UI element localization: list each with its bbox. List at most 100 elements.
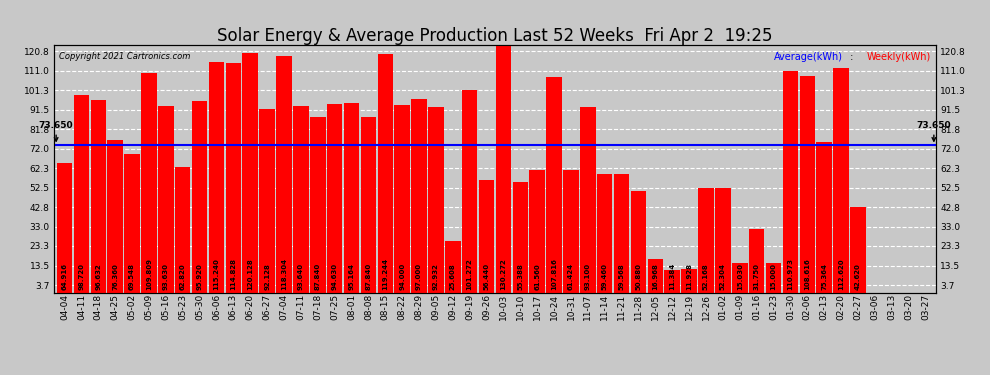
Text: 114.828: 114.828 bbox=[231, 258, 237, 290]
Text: 95.164: 95.164 bbox=[348, 262, 354, 290]
Bar bbox=[800, 76, 815, 292]
Text: 11.928: 11.928 bbox=[686, 262, 692, 290]
Bar bbox=[530, 170, 544, 292]
Text: 94.630: 94.630 bbox=[332, 262, 338, 290]
Bar bbox=[681, 269, 697, 292]
Bar bbox=[209, 63, 225, 292]
Bar bbox=[850, 207, 865, 292]
Text: 92.932: 92.932 bbox=[433, 262, 439, 290]
Text: 118.304: 118.304 bbox=[281, 257, 287, 290]
Text: 76.360: 76.360 bbox=[112, 262, 118, 290]
Text: 62.820: 62.820 bbox=[180, 263, 186, 290]
Text: Copyright 2021 Cartronics.com: Copyright 2021 Cartronics.com bbox=[58, 53, 190, 62]
Text: 94.000: 94.000 bbox=[399, 262, 405, 290]
Text: 11.384: 11.384 bbox=[669, 262, 675, 290]
Text: 93.630: 93.630 bbox=[162, 262, 169, 290]
Text: 75.364: 75.364 bbox=[821, 262, 828, 290]
Text: 42.620: 42.620 bbox=[855, 262, 861, 290]
Bar bbox=[310, 117, 326, 292]
Bar bbox=[243, 53, 258, 292]
Bar bbox=[56, 163, 72, 292]
Text: 15.030: 15.030 bbox=[737, 262, 742, 290]
Bar bbox=[698, 188, 714, 292]
Bar bbox=[496, 33, 511, 292]
Text: 59.568: 59.568 bbox=[619, 263, 625, 290]
Bar bbox=[765, 262, 781, 292]
Bar bbox=[614, 174, 630, 292]
Bar bbox=[327, 104, 343, 292]
Text: 16.968: 16.968 bbox=[652, 262, 658, 290]
Text: 115.240: 115.240 bbox=[214, 258, 220, 290]
Bar bbox=[462, 90, 477, 292]
Bar bbox=[732, 262, 747, 292]
Text: 97.000: 97.000 bbox=[416, 262, 422, 290]
Text: 130.272: 130.272 bbox=[500, 258, 507, 290]
Text: 112.620: 112.620 bbox=[838, 258, 844, 290]
Text: 61.424: 61.424 bbox=[568, 262, 574, 290]
Bar bbox=[192, 101, 207, 292]
Bar bbox=[631, 191, 646, 292]
Text: 64.916: 64.916 bbox=[61, 262, 67, 290]
Text: 98.720: 98.720 bbox=[78, 262, 84, 290]
Text: 50.880: 50.880 bbox=[636, 262, 642, 290]
Bar bbox=[647, 259, 663, 292]
Text: 59.460: 59.460 bbox=[602, 262, 608, 290]
Bar bbox=[715, 188, 731, 292]
Text: 52.168: 52.168 bbox=[703, 263, 709, 290]
Bar bbox=[580, 106, 596, 292]
Text: Weekly(kWh): Weekly(kWh) bbox=[867, 53, 932, 62]
Bar bbox=[344, 102, 359, 292]
Text: Average(kWh): Average(kWh) bbox=[774, 53, 843, 62]
Bar bbox=[428, 107, 444, 292]
Bar bbox=[90, 100, 106, 292]
Bar bbox=[73, 96, 89, 292]
Text: 101.272: 101.272 bbox=[466, 258, 472, 290]
Bar bbox=[158, 106, 173, 292]
Text: 93.640: 93.640 bbox=[298, 262, 304, 290]
Bar bbox=[175, 167, 190, 292]
Text: 61.560: 61.560 bbox=[535, 263, 541, 290]
Text: 56.440: 56.440 bbox=[483, 262, 490, 290]
Bar bbox=[142, 74, 156, 292]
Bar bbox=[597, 174, 613, 292]
Bar bbox=[394, 105, 410, 292]
Bar bbox=[817, 142, 832, 292]
Text: 73.650: 73.650 bbox=[39, 120, 73, 141]
Bar bbox=[276, 56, 292, 292]
Bar bbox=[513, 182, 528, 292]
Title: Solar Energy & Average Production Last 52 Weeks  Fri Apr 2  19:25: Solar Energy & Average Production Last 5… bbox=[217, 27, 773, 45]
Bar bbox=[411, 99, 427, 292]
Bar bbox=[108, 140, 123, 292]
Bar bbox=[546, 77, 562, 292]
Text: 110.973: 110.973 bbox=[787, 258, 793, 290]
Bar bbox=[664, 270, 680, 292]
Text: 120.128: 120.128 bbox=[248, 258, 253, 290]
Text: 52.304: 52.304 bbox=[720, 262, 726, 290]
Bar bbox=[563, 170, 579, 292]
Text: 108.616: 108.616 bbox=[804, 258, 810, 290]
Bar bbox=[259, 109, 275, 292]
Text: 69.548: 69.548 bbox=[129, 262, 135, 290]
Text: 31.750: 31.750 bbox=[753, 262, 759, 290]
Text: 87.840: 87.840 bbox=[315, 262, 321, 290]
Bar bbox=[446, 242, 460, 292]
Bar bbox=[783, 71, 798, 292]
Text: 55.388: 55.388 bbox=[518, 262, 524, 290]
Text: 96.632: 96.632 bbox=[95, 263, 101, 290]
Bar bbox=[834, 68, 848, 292]
Text: 119.244: 119.244 bbox=[382, 257, 388, 290]
Text: 73.650: 73.650 bbox=[917, 120, 951, 141]
Bar bbox=[125, 154, 140, 292]
Text: 95.920: 95.920 bbox=[197, 262, 203, 290]
Text: 92.128: 92.128 bbox=[264, 262, 270, 290]
Bar bbox=[479, 180, 494, 292]
Bar bbox=[226, 63, 242, 292]
Text: :: : bbox=[847, 53, 857, 62]
Text: 109.809: 109.809 bbox=[146, 258, 152, 290]
Bar bbox=[748, 229, 764, 292]
Text: 93.100: 93.100 bbox=[585, 262, 591, 290]
Text: 107.816: 107.816 bbox=[551, 258, 557, 290]
Text: 25.608: 25.608 bbox=[449, 263, 455, 290]
Bar bbox=[360, 117, 376, 292]
Text: 15.000: 15.000 bbox=[770, 262, 776, 290]
